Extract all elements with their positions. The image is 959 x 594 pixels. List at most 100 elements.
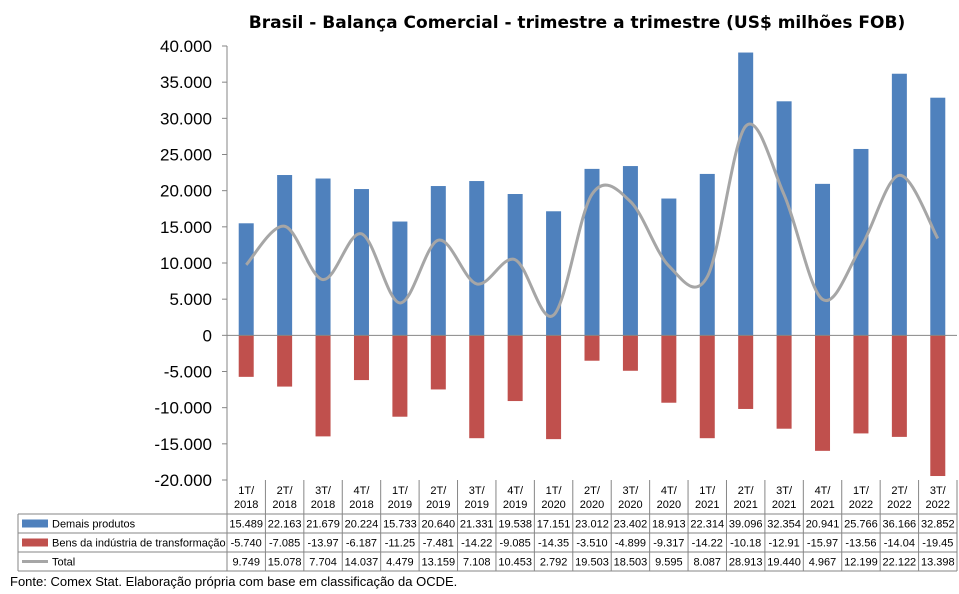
- bar-demais-produtos: [622, 166, 638, 336]
- x-tick-label: 2018: [234, 499, 258, 511]
- table-cell: -14.04: [884, 538, 915, 550]
- table-cell: 4.479: [386, 557, 414, 569]
- table-cell: -6.187: [346, 538, 377, 550]
- table-cell: 7.108: [463, 557, 491, 569]
- bar-bens-industria: [776, 335, 792, 429]
- y-tick-label: -10.000: [154, 399, 212, 418]
- bar-demais-produtos: [507, 194, 523, 336]
- x-tick-label: 3T/: [622, 485, 639, 497]
- table-cell: -9.317: [653, 538, 684, 550]
- table-cell: -14.22: [692, 538, 723, 550]
- table-cell: 13.398: [921, 557, 955, 569]
- bar-bens-industria: [738, 335, 754, 409]
- x-tick-label: 2021: [810, 499, 834, 511]
- legend-key-bens-industria: [22, 538, 48, 547]
- x-tick-label: 2T/: [738, 485, 755, 497]
- table-cell: 15.733: [383, 519, 417, 531]
- bar-demais-produtos: [315, 178, 331, 336]
- x-tick-label: 2018: [272, 499, 296, 511]
- table-cell: 10.453: [498, 557, 532, 569]
- bar-demais-produtos: [238, 223, 254, 336]
- table-cell: -13.56: [845, 538, 876, 550]
- bar-bens-industria: [699, 335, 715, 439]
- x-tick-label: 2020: [541, 499, 565, 511]
- bar-demais-produtos: [815, 183, 831, 336]
- bar-demais-produtos: [738, 52, 754, 336]
- x-tick-label: 1T/: [853, 485, 870, 497]
- table-cell: 20.640: [421, 519, 455, 531]
- bar-demais-produtos: [699, 173, 715, 336]
- x-tick-label: 2021: [695, 499, 719, 511]
- bar-bens-industria: [853, 335, 869, 434]
- bar-bens-industria: [584, 335, 600, 361]
- table-cell: 8.087: [693, 557, 721, 569]
- x-tick-label: 2T/: [584, 485, 601, 497]
- table-cell: 18.503: [614, 557, 648, 569]
- bar-bens-industria: [238, 335, 254, 377]
- total-line: [245, 122, 940, 318]
- table-cell: 20.224: [345, 519, 379, 531]
- y-tick-label: -15.000: [154, 435, 212, 454]
- table-cell: 25.766: [844, 519, 878, 531]
- bar-bens-industria: [891, 335, 907, 437]
- source-note: Fonte: Comex Stat. Elaboração própria co…: [10, 574, 457, 589]
- chart-title: Brasil - Balança Comercial - trimestre a…: [249, 13, 905, 33]
- y-tick-label: -20.000: [154, 471, 212, 490]
- table-cell: 15.078: [268, 557, 302, 569]
- x-tick-label: 2019: [388, 499, 412, 511]
- y-tick-label: 10.000: [160, 254, 212, 273]
- table-cell: 22.163: [268, 519, 302, 531]
- x-tick-label: 2021: [772, 499, 796, 511]
- x-tick-label: 2020: [657, 499, 681, 511]
- table-cell: -14.22: [461, 538, 492, 550]
- table-cell: 36.166: [883, 519, 917, 531]
- x-tick-label: 2018: [311, 499, 335, 511]
- table-cell: 14.037: [345, 557, 379, 569]
- x-tick-label: 2T/: [891, 485, 908, 497]
- table-cell: 22.122: [883, 557, 917, 569]
- bar-bens-industria: [546, 335, 562, 440]
- bar-bens-industria: [622, 335, 638, 371]
- table-cell: 19.503: [575, 557, 609, 569]
- bar-bens-industria: [277, 335, 293, 387]
- table-cell: -5.740: [231, 538, 262, 550]
- x-tick-label: 2019: [464, 499, 488, 511]
- bar-demais-produtos: [392, 221, 408, 336]
- y-tick-label: 25.000: [160, 146, 212, 165]
- bar-bens-industria: [469, 335, 485, 439]
- legend-label: Bens da indústria de transformação: [52, 538, 226, 550]
- bar-demais-produtos: [584, 168, 600, 336]
- x-tick-label: 2019: [426, 499, 450, 511]
- bar-demais-produtos: [277, 175, 293, 336]
- table-cell: -13.97: [307, 538, 338, 550]
- table-cell: 4.967: [809, 557, 837, 569]
- bar-demais-produtos: [546, 211, 562, 336]
- table-cell: 23.402: [614, 519, 648, 531]
- table-cell: -3.510: [576, 538, 607, 550]
- table-cell: 17.151: [537, 519, 571, 531]
- x-tick-label: 4T/: [815, 485, 832, 497]
- table-cell: 32.354: [767, 519, 801, 531]
- x-tick-label: 2020: [580, 499, 604, 511]
- table-cell: 19.440: [767, 557, 801, 569]
- x-tick-label: 1T/: [238, 485, 255, 497]
- bar-bens-industria: [661, 335, 677, 403]
- bar-bens-industria: [815, 335, 831, 451]
- x-tick-label: 2020: [618, 499, 642, 511]
- table-cell: -14.35: [538, 538, 569, 550]
- x-tick-label: 2021: [733, 499, 757, 511]
- table-cell: 19.538: [498, 519, 532, 531]
- x-tick-label: 2022: [849, 499, 873, 511]
- bar-demais-produtos: [469, 181, 485, 336]
- table-cell: 21.331: [460, 519, 494, 531]
- x-tick-label: 4T/: [661, 485, 678, 497]
- y-tick-label: 15.000: [160, 218, 212, 237]
- y-tick-label: -5.000: [164, 363, 212, 382]
- bar-demais-produtos: [776, 101, 792, 336]
- y-axis: 40.000 35.000 30.000 25.000 20.000 15.000 10.0…: [154, 37, 228, 490]
- table-cell: 22.314: [690, 519, 724, 531]
- table-cell: 9.595: [655, 557, 683, 569]
- legend-label: Total: [52, 557, 75, 569]
- x-tick-label: 3T/: [469, 485, 486, 497]
